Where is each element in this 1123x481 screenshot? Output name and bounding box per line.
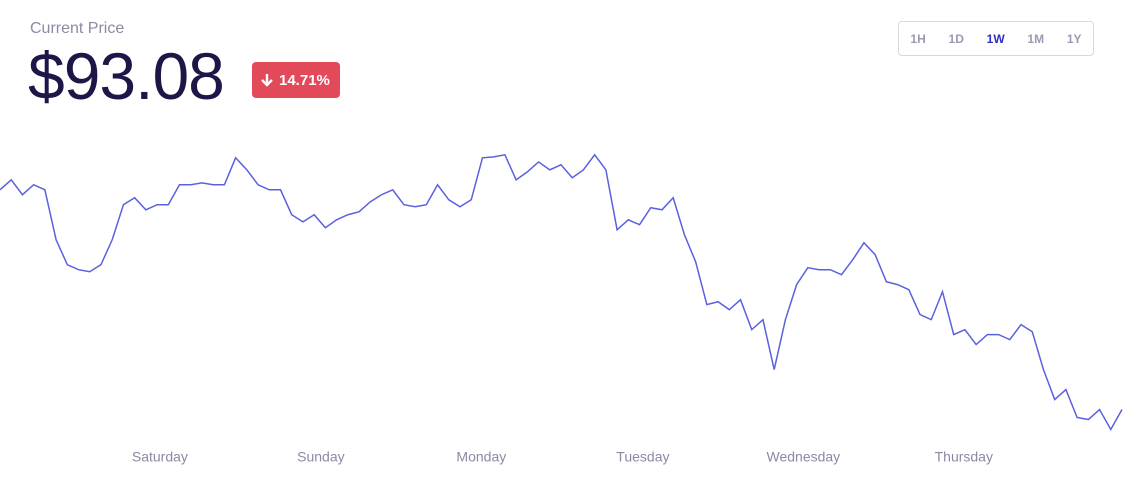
x-tick-label: Sunday bbox=[297, 449, 344, 465]
range-button[interactable]: 1Y bbox=[1066, 31, 1082, 46]
change-value: 14.71% bbox=[279, 71, 330, 89]
price-label: Current Price bbox=[30, 20, 125, 37]
x-tick-label: Tuesday bbox=[616, 449, 669, 465]
x-tick-label: Wednesday bbox=[767, 449, 841, 465]
x-tick-label: Saturday bbox=[132, 449, 188, 465]
range-button[interactable]: 1W bbox=[986, 31, 1005, 46]
x-tick-label: Monday bbox=[456, 449, 506, 465]
range-button[interactable]: 1H bbox=[910, 31, 926, 46]
range-button[interactable]: 1D bbox=[948, 31, 964, 46]
range-button[interactable]: 1M bbox=[1027, 31, 1045, 46]
change-badge: 14.71% bbox=[252, 62, 340, 98]
x-tick-label: Thursday bbox=[935, 449, 993, 465]
down-arrow-icon bbox=[261, 74, 273, 87]
current-price: $93.08 bbox=[28, 39, 225, 113]
price-line bbox=[0, 153, 1123, 432]
range-selector: 1H 1D 1W 1M 1Y bbox=[898, 21, 1094, 56]
